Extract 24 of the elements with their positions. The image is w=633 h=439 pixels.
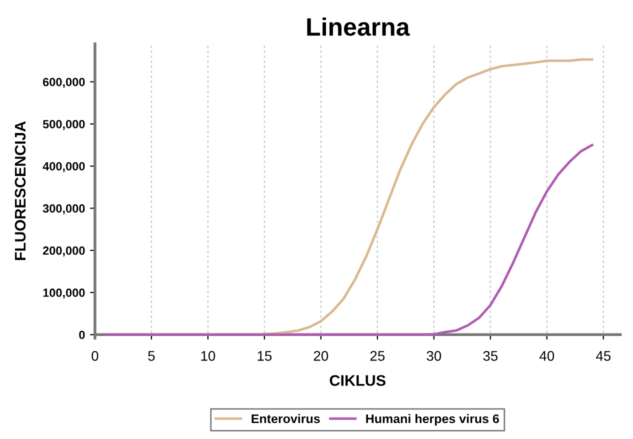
y-tick-label: 400,000 bbox=[42, 162, 85, 172]
legend-label: Humani herpes virus 6 bbox=[366, 414, 499, 426]
x-tick-label: 10 bbox=[201, 351, 216, 361]
x-tick-label: 0 bbox=[92, 351, 98, 361]
y-tick-label: 0 bbox=[79, 330, 85, 340]
x-tick-label: 20 bbox=[314, 351, 328, 361]
y-tick-label: 200,000 bbox=[42, 246, 85, 256]
x-tick-label: 25 bbox=[370, 351, 385, 361]
x-tick-label: 5 bbox=[148, 351, 155, 361]
x-tick-label: 40 bbox=[539, 351, 554, 361]
line-series bbox=[105, 144, 594, 336]
y-tick-label: 500,000 bbox=[42, 120, 85, 130]
y-tick-label: 300,000 bbox=[42, 204, 85, 214]
y-tick-label: 100,000 bbox=[43, 288, 85, 299]
legend-label: Enterovirus bbox=[252, 414, 320, 424]
x-axis-title: CIKLUS bbox=[330, 375, 386, 386]
x-tick-label: 35 bbox=[483, 351, 498, 361]
x-tick-label: 15 bbox=[258, 351, 272, 361]
line-series bbox=[263, 58, 594, 336]
chart-title: Linearna bbox=[307, 17, 410, 36]
x-tick-label: 30 bbox=[426, 351, 442, 361]
y-axis-title: FLUORESCENCIJA bbox=[14, 121, 26, 260]
y-tick-label: 600,000 bbox=[42, 78, 85, 88]
x-tick-label: 45 bbox=[596, 351, 611, 361]
